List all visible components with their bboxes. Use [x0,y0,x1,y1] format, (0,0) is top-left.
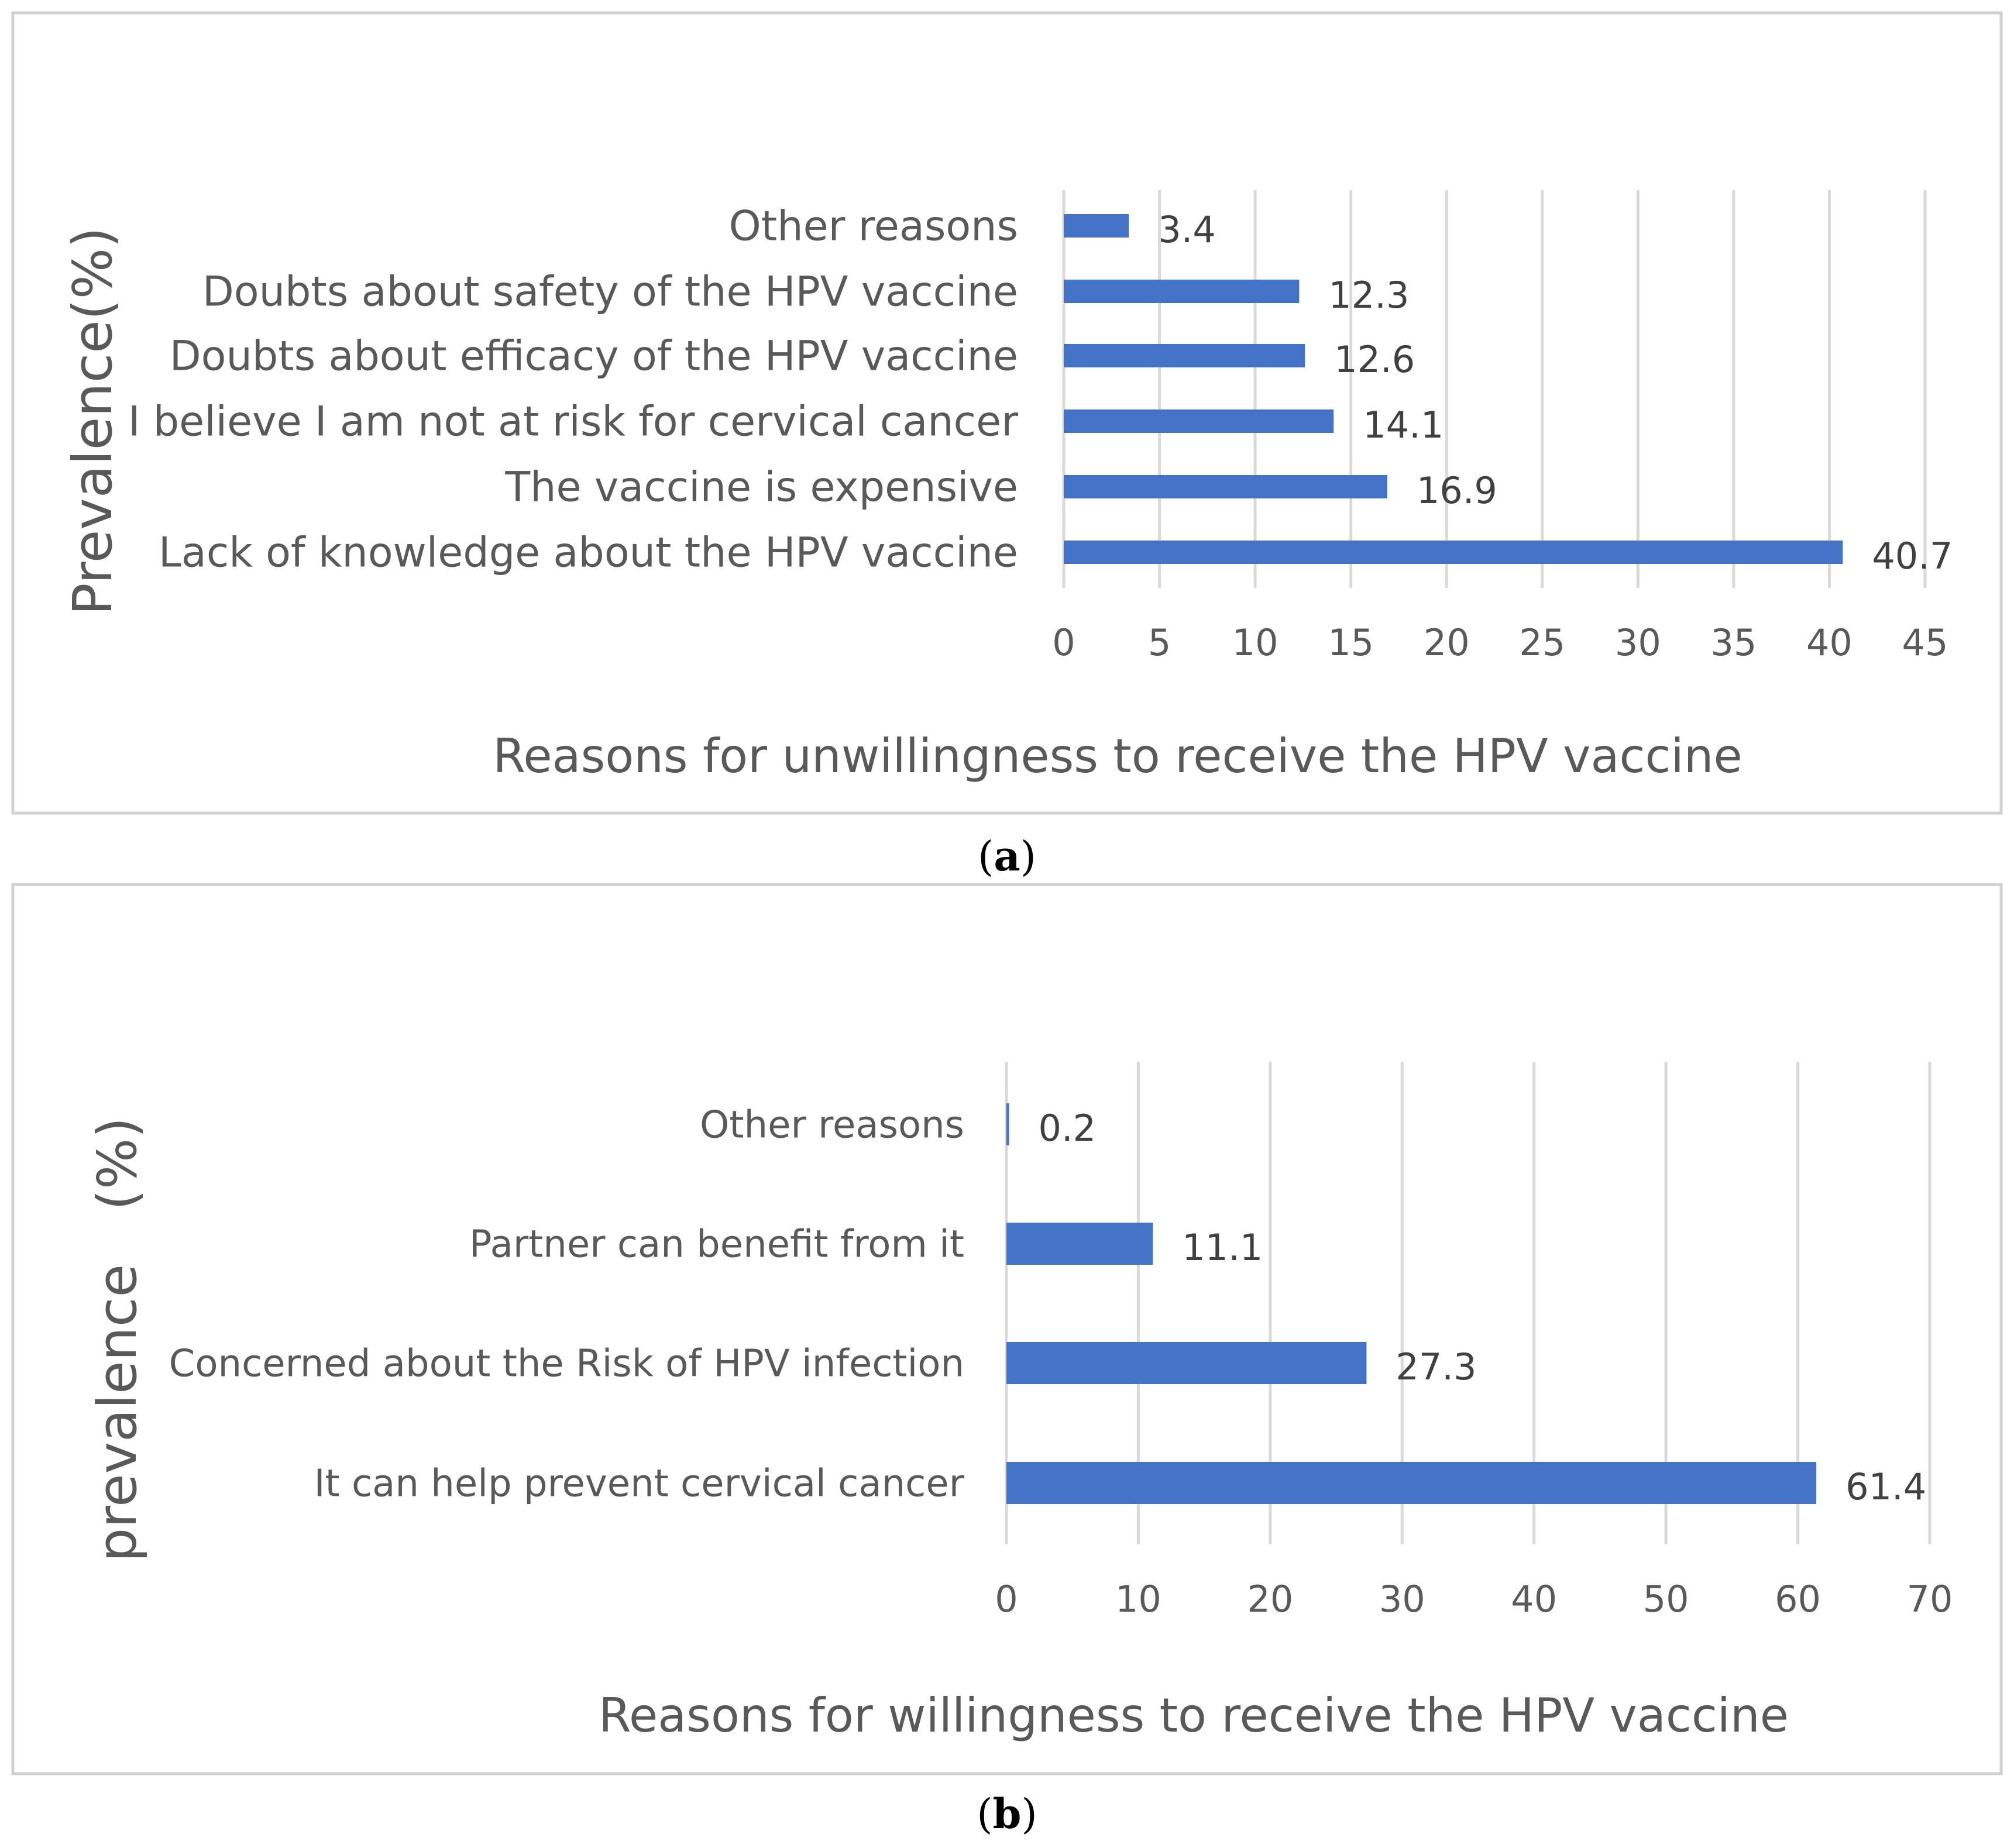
chart-a-bar [1064,475,1387,498]
chart-a-data-label: 14.1 [1363,404,1444,446]
chart-a-gridlines [1062,190,1927,588]
chart-a-frame [11,11,2003,815]
chart-b-data-label: 11.1 [1182,1226,1263,1269]
chart-b-x-tick-label: 20 [1247,1578,1293,1620]
chart-panel-a: Other reasons Doubts about safety of the … [11,11,2003,815]
chart-a-category-label: Other reasons [729,202,1018,250]
chart-a-x-tick-label: 35 [1710,621,1757,664]
chart-b-category-label: Partner can benefit from it [469,1223,964,1266]
chart-b-x-tick-label: 40 [1511,1578,1557,1620]
chart-a-bar [1064,409,1334,433]
chart-a-category-label: Lack of knowledge about the HPV vaccine [159,529,1018,577]
chart-a-y-axis-label: Prevalence(%) [61,227,124,615]
chart-b-x-tick-label: 30 [1379,1578,1425,1620]
chart-b-bar [1006,1223,1153,1265]
chart-b-x-tick-label: 50 [1643,1578,1689,1620]
chart-b-category-label: Concerned about the Risk of HPV infectio… [169,1342,964,1385]
chart-b-data-label: 61.4 [1845,1465,1926,1508]
chart-a-bar [1064,541,1843,564]
chart-a-bars [1064,214,1843,564]
chart-b-category-label: Other reasons [700,1103,964,1147]
chart-a-x-tick-label: 45 [1902,621,1948,664]
chart-a-data-label: 12.6 [1334,338,1415,381]
chart-a-data-label: 40.7 [1872,535,1953,577]
chart-b-bar [1006,1462,1817,1504]
chart-a-category-label: The vaccine is expensive [504,463,1018,511]
chart-a-x-tick-label: 30 [1615,621,1661,664]
chart-b-x-tick-label: 10 [1115,1578,1161,1620]
chart-b-bar [1006,1342,1367,1384]
chart-a-bar [1064,214,1129,238]
chart-a-data-label: 3.4 [1158,208,1216,251]
chart-a-x-ticks: 0 5 10 15 20 25 30 35 40 45 [1052,621,1948,664]
chart-a-category-label: Doubts about efficacy of the HPV vaccine [170,332,1018,380]
chart-b-category-label: It can help prevent cervical cancer [314,1462,965,1505]
chart-a-category-label: Doubts about safety of the HPV vaccine [202,268,1018,316]
chart-a-value-labels: 3.4 12.3 12.6 14.1 16.9 40.7 [1158,208,1953,577]
chart-a-x-tick-label: 0 [1052,621,1075,664]
chart-panel-b: Other reasons Partner can benefit from it… [11,883,2003,1775]
chart-a-x-tick-label: 5 [1148,621,1171,664]
chart-a-x-tick-label: 10 [1232,621,1278,664]
chart-b-x-axis-label: Reasons for willingness to receive the H… [599,1688,1789,1743]
chart-b-bar [1006,1103,1009,1145]
chart-a-bar [1064,280,1300,303]
panel-label-b: (b) [977,1790,1037,1838]
chart-b-y-axis-label: prevalence (%) [86,1117,149,1562]
chart-a-bar [1064,344,1305,367]
chart-b-data-label: 27.3 [1396,1345,1476,1388]
chart-a-data-label: 16.9 [1417,469,1497,512]
chart-a-x-tick-label: 20 [1424,621,1470,664]
chart-a-category-labels: Other reasons Doubts about safety of the … [128,202,1018,577]
chart-b-category-labels: Other reasons Partner can benefit from it… [169,1103,965,1505]
chart-a-category-label: I believe I am not at risk for cervical … [128,398,1018,446]
chart-a-x-tick-label: 15 [1328,621,1374,664]
chart-b-x-tick-label: 70 [1907,1578,1953,1620]
chart-b-bars [1006,1103,1817,1504]
panel-label-a: (a) [978,832,1036,880]
chart-b-x-tick-label: 0 [995,1578,1018,1620]
chart-b-value-labels: 0.2 11.1 27.3 61.4 [1039,1107,1927,1508]
chart-a-x-tick-label: 25 [1519,621,1565,664]
chart-a-data-label: 12.3 [1328,274,1409,316]
chart-a-x-axis-label: Reasons for unwillingness to receive the… [493,729,1742,783]
chart-b-x-ticks: 0 10 20 30 40 50 60 70 [995,1578,1953,1620]
chart-b-x-tick-label: 60 [1775,1578,1821,1620]
chart-a-x-tick-label: 40 [1806,621,1853,664]
chart-b-data-label: 0.2 [1039,1107,1097,1150]
